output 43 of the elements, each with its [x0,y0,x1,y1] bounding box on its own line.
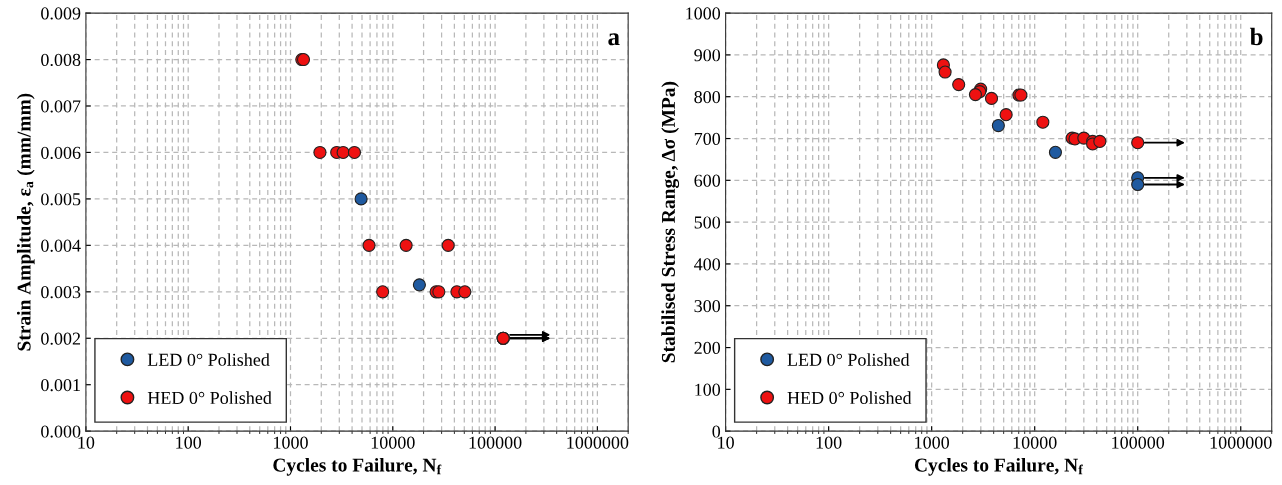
x-axis-title: Cycles to Failure, N$_{f}$ [914,457,1083,476]
annotation: a [608,33,620,46]
y-tick-label: 300 [694,300,721,313]
y-tick-label: 1000 [686,7,721,20]
legend-label: LED 0° Polished [787,353,910,366]
x-tick-label: 10000 [1013,436,1057,449]
legend-label: HED 0° Polished [787,391,912,405]
x-tick-label: 1000 [274,436,308,449]
x-tick-label: 100000 [469,436,522,449]
y-tick-label: 0.007 [41,100,81,113]
y-tick-label: 400 [694,258,721,271]
x-tick-label: 10000 [371,436,415,449]
x-tick-label: 100 [176,436,202,449]
x-tick-label: 1000000 [567,436,629,449]
y-axis-title: Stabilised Stress Range, Δσ (MPa) [661,81,680,363]
x-tick-label: 10 [718,436,734,449]
y-tick-label: 800 [694,90,721,104]
y-tick-label: 0.008 [41,53,81,67]
x-tick-label: 100 [816,436,842,449]
x-tick-label: 1000000 [1210,436,1272,449]
y-tick-label: 500 [694,216,721,229]
x-tick-label: 10 [78,436,95,449]
y-tick-label: 0.009 [41,7,81,20]
y-tick-label: 100 [695,383,721,396]
legend-label: HED 0° Polished [147,391,272,405]
y-tick-label: 0.001 [41,378,80,392]
x-axis-title: Cycles to Failure, N$_{f}$ [273,457,442,476]
y-tick-label: 700 [694,132,721,145]
y-tick-label: 600 [694,174,721,187]
x-tick-label: 100000 [1112,436,1165,449]
annotation: b [1249,27,1263,46]
y-tick-label: 900 [694,49,721,62]
y-tick-label: 200 [694,341,721,354]
y-tick-label: 0.003 [41,286,81,299]
y-tick-label: 0.000 [41,425,81,438]
legend-label: LED 0° Polished [147,353,270,366]
y-tick-label: 0.004 [41,239,81,252]
y-tick-label: 0.006 [41,146,81,159]
y-tick-label: 0.002 [41,332,81,345]
x-tick-label: 1000 [915,436,950,449]
y-axis-title: Strain Amplitude, ε$_{a}$ (mm/mm) [16,93,35,351]
y-tick-label: 0.005 [41,193,81,206]
y-tick-label: 0 [712,425,721,438]
